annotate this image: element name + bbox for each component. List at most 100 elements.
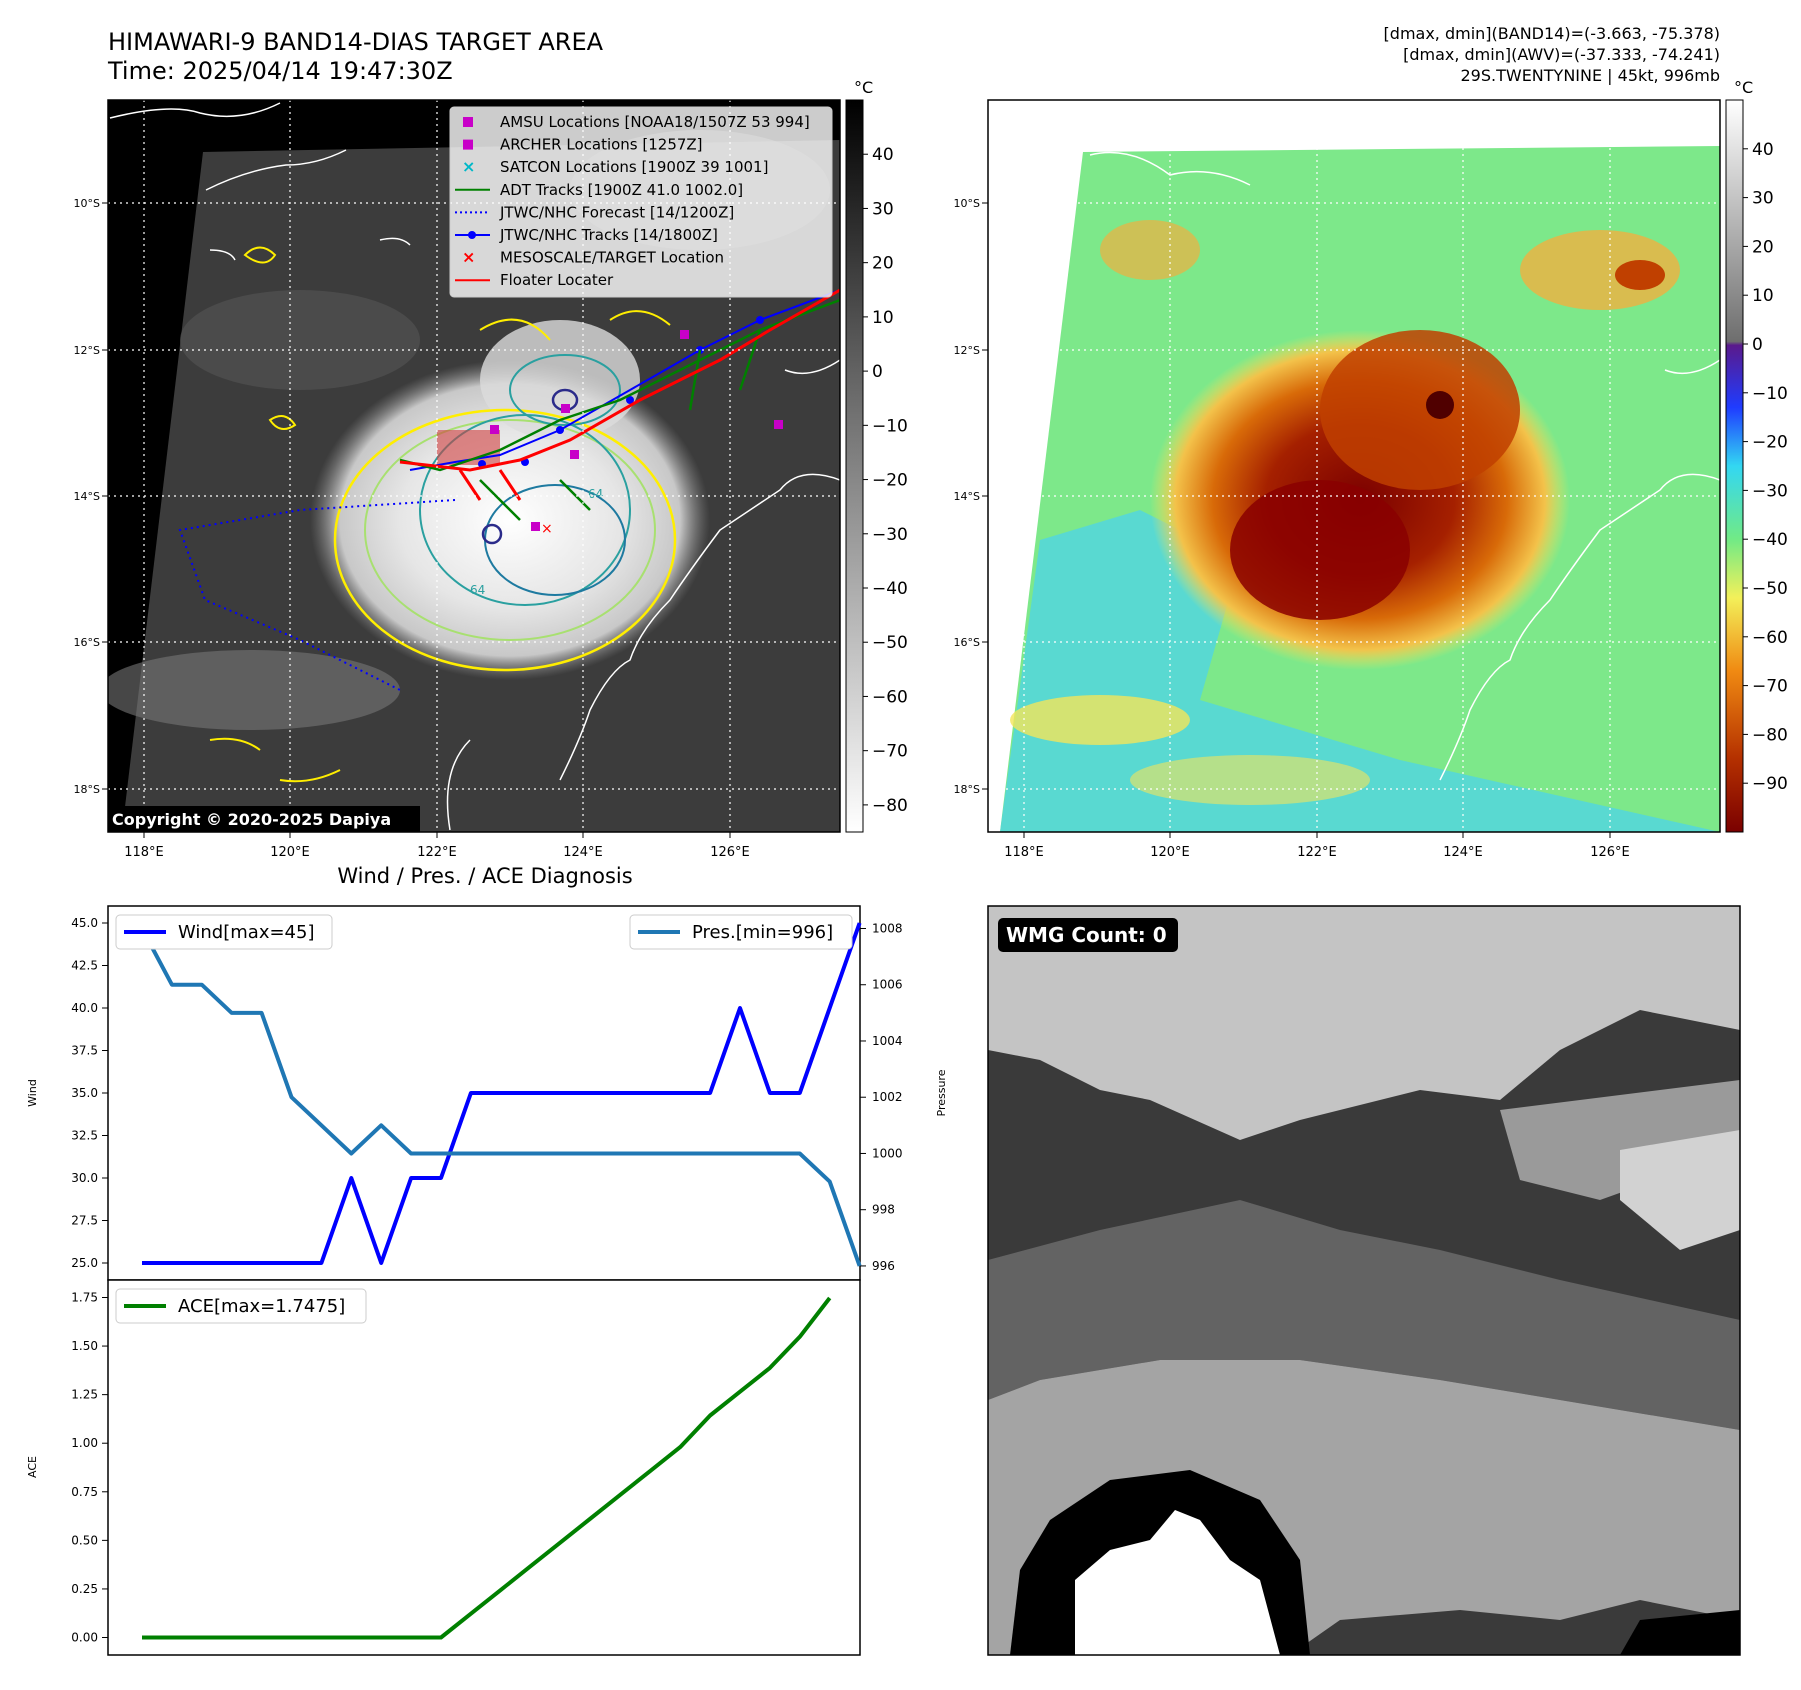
- y-tick-label: 1.25: [71, 1388, 98, 1402]
- wmg-panel: WMG Count: 0: [987, 905, 1741, 1656]
- legend-row: × SATCON Locations [1900Z 39 1001]: [462, 157, 768, 176]
- target-location-marker: ×: [541, 521, 553, 537]
- legend-label: MESOSCALE/TARGET Location: [500, 249, 724, 267]
- lat-tick-label: 18°S: [74, 783, 100, 796]
- y-tick-label: 42.5: [71, 959, 98, 973]
- colorbar-tick-label: 20: [1752, 237, 1774, 257]
- lat-tick-label: 10°S: [954, 197, 980, 210]
- lat-tick-label: 10°S: [74, 197, 100, 210]
- wind-series-line: [142, 922, 862, 1265]
- colorbar-tick-label: −90: [1752, 774, 1788, 794]
- legend-label: SATCON Locations [1900Z 39 1001]: [500, 158, 768, 176]
- legend-row: JTWC/NHC Forecast [14/1200Z]: [455, 203, 734, 221]
- gray-colorbar: [845, 99, 864, 833]
- wmg-count-badge: [998, 918, 1178, 952]
- colorbar-tick-label: −70: [872, 742, 908, 762]
- ir-gray-map-frame: [107, 99, 841, 833]
- colorbar-tick-label: 0: [1752, 335, 1763, 355]
- info-awv: [dmax, dmin](AWV)=(-37.333, -74.241): [1403, 45, 1720, 64]
- legend-row: Floater Locater: [455, 271, 614, 289]
- awv-color-map-frame: [987, 99, 1721, 833]
- lon-tick-label: 120°E: [270, 845, 310, 860]
- ace-series-line: [142, 1296, 832, 1640]
- contour-label-64a: 64: [588, 487, 603, 501]
- colorbar-tick-label: −70: [1752, 677, 1788, 697]
- lat-tick-label: 12°S: [74, 344, 100, 357]
- lat-tick-label: 14°S: [954, 490, 980, 503]
- y2-tick-label: 998: [872, 1203, 895, 1217]
- colorbar-tick-label: −10: [1752, 384, 1788, 404]
- info-storm: 29S.TWENTYNINE | 45kt, 996mb: [1461, 66, 1721, 85]
- gray-colorbar-unit: °C: [854, 78, 873, 97]
- colorbar-tick-label: 20: [872, 254, 894, 274]
- colorbar-tick-label: 30: [872, 199, 894, 219]
- lon-tick-label: 126°E: [710, 845, 750, 860]
- lon-tick-label: 126°E: [1590, 845, 1630, 860]
- legend-swatch: ×: [462, 248, 475, 267]
- colorbar-tick-label: 10: [1752, 286, 1774, 306]
- y-tick-label: 0.00: [71, 1631, 98, 1645]
- color-colorbar-unit: °C: [1734, 78, 1753, 97]
- y-tick-label: 35.0: [71, 1086, 98, 1100]
- ace-axis-label: ACE: [26, 1456, 39, 1478]
- colorbar-tick-label: −20: [872, 471, 908, 491]
- y2-tick-label: 996: [872, 1259, 895, 1273]
- lon-tick-label: 118°E: [1004, 845, 1044, 860]
- lon-tick-label: 122°E: [1297, 845, 1337, 860]
- legend-label: JTWC/NHC Forecast [14/1200Z]: [499, 203, 734, 221]
- legend-row: × MESOSCALE/TARGET Location: [462, 248, 724, 267]
- colorbar-tick-label: 40: [1752, 140, 1774, 160]
- lon-tick-label: 124°E: [563, 845, 603, 860]
- y-tick-label: 0.25: [71, 1582, 98, 1596]
- y-tick-label: 1.00: [71, 1436, 98, 1450]
- legend-label: Floater Locater: [500, 271, 614, 289]
- pressure-axis-label: Pressure: [935, 1069, 948, 1116]
- colorbar-tick-label: −40: [1752, 530, 1788, 550]
- y-tick-label: 37.5: [71, 1044, 98, 1058]
- map-legend: AMSU Locations [NOAA18/1507Z 53 994] ARCH…: [449, 106, 833, 298]
- lat-tick-label: 16°S: [954, 636, 980, 649]
- colorbar-tick-label: −60: [872, 687, 908, 707]
- copyright-box: [108, 806, 420, 832]
- legend-row: JTWC/NHC Tracks [14/1800Z]: [455, 226, 718, 244]
- colorbar-tick-label: 0: [872, 362, 883, 382]
- y-tick-label: 0.75: [71, 1485, 98, 1499]
- y-tick-label: 25.0: [71, 1256, 98, 1270]
- wind-legend: Wind[max=45]: [115, 914, 333, 950]
- colorbar-tick-label: −10: [872, 416, 908, 436]
- y-tick-label: 1.75: [71, 1290, 98, 1304]
- y-tick-label: 30.0: [71, 1171, 98, 1185]
- lat-tick-label: 12°S: [954, 344, 980, 357]
- ace-legend: ACE[max=1.7475]: [115, 1288, 367, 1324]
- pressure-series-line: [140, 927, 862, 1267]
- lat-tick-label: 18°S: [954, 783, 980, 796]
- lon-tick-label: 120°E: [1150, 845, 1190, 860]
- colorbar-tick-label: −20: [1752, 433, 1788, 453]
- pressure-legend: Pres.[min=996]: [629, 914, 853, 950]
- legend-label: AMSU Locations [NOAA18/1507Z 53 994]: [500, 113, 810, 131]
- legend-swatch: ×: [462, 157, 475, 176]
- colorbar-tick-label: −30: [872, 525, 908, 545]
- colorbar-tick-label: 40: [872, 145, 894, 165]
- figure-time: Time: 2025/04/14 19:47:30Z: [107, 57, 453, 85]
- awv-color-map: [988, 100, 1720, 832]
- colorbar-tick-label: −80: [1752, 725, 1788, 745]
- figure-title: HIMAWARI-9 BAND14-DIAS TARGET AREA: [108, 28, 604, 56]
- colorbar-tick-label: −30: [1752, 481, 1788, 501]
- legend-label: ARCHER Locations [1257Z]: [500, 136, 703, 154]
- y-tick-label: 32.5: [71, 1129, 98, 1143]
- wind-pressure-panel: 25.0 27.5 30.0 32.5 35.0 37.5 40.0 42.5 45.0 996…: [26, 905, 948, 1281]
- wind-legend-label: Wind[max=45]: [178, 922, 315, 943]
- color-colorbar: [1725, 99, 1744, 833]
- lat-tick-label: 16°S: [74, 636, 100, 649]
- legend-row: ADT Tracks [1900Z 41.0 1002.0]: [455, 181, 743, 199]
- legend-row: ARCHER Locations [1257Z]: [463, 136, 703, 154]
- legend-label: JTWC/NHC Tracks [14/1800Z]: [499, 226, 718, 244]
- lon-tick-label: 122°E: [417, 845, 457, 860]
- contour-label-64b: 64: [470, 583, 485, 597]
- legend-swatch: [463, 139, 473, 150]
- ace-legend-label: ACE[max=1.7475]: [178, 1296, 345, 1317]
- y2-tick-label: 1002: [872, 1090, 903, 1104]
- pressure-legend-label: Pres.[min=996]: [692, 922, 833, 943]
- y-tick-label: 45.0: [71, 916, 98, 930]
